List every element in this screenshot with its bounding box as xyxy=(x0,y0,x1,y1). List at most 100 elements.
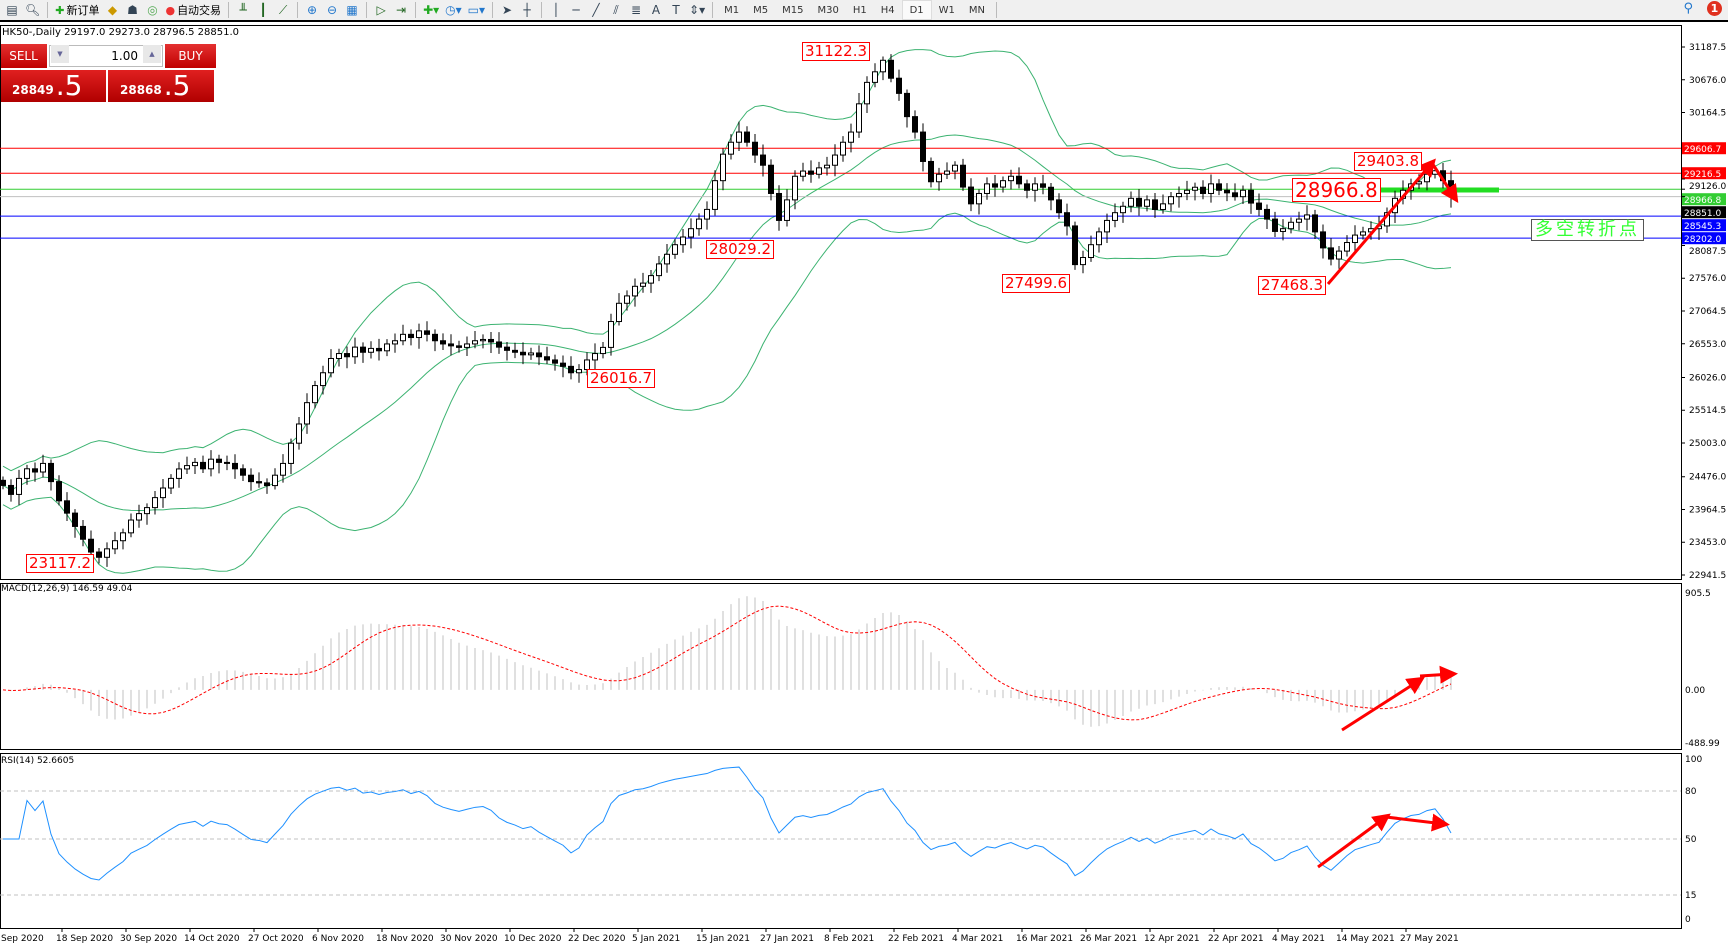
bull-candle xyxy=(576,369,582,374)
auto-scroll-icon[interactable]: ▷ xyxy=(376,3,386,17)
pivot-point-label[interactable]: 多空转折点 xyxy=(1531,219,1644,241)
timeframe-w1[interactable]: W1 xyxy=(938,4,955,16)
equidistant-channel-icon[interactable]: ⫽ xyxy=(613,2,619,17)
timeframe-h1[interactable]: H1 xyxy=(852,4,867,16)
buy-button[interactable]: BUY xyxy=(165,44,216,68)
bull-candle xyxy=(1128,197,1134,207)
price-annotation-large[interactable]: 28966.8 xyxy=(1292,178,1381,202)
timeframe-mn[interactable]: MN xyxy=(968,4,986,16)
bear-candle xyxy=(1312,214,1318,233)
price-annotation[interactable]: 28029.2 xyxy=(706,240,775,259)
date-axis-label: 27 May 2021 xyxy=(1400,934,1459,944)
zoom-chart-icon[interactable]: 🔍︎ xyxy=(25,3,41,17)
bull-candle xyxy=(848,131,854,143)
bull-candle xyxy=(1296,218,1302,223)
price-annotation[interactable]: 27468.3 xyxy=(1258,276,1327,295)
candle-chart-icon[interactable]: ┃ xyxy=(259,3,267,17)
rsi-pane xyxy=(0,753,1682,929)
text-label-icon[interactable]: T xyxy=(672,3,680,17)
bear-candle xyxy=(888,59,894,79)
macd-right-arrow xyxy=(1419,665,1458,684)
bull-candle xyxy=(952,164,958,172)
vertical-line-icon[interactable]: │ xyxy=(552,3,560,17)
timeframe-h4[interactable]: H4 xyxy=(880,4,895,16)
bull-candle xyxy=(320,372,326,387)
bull-candle xyxy=(368,347,374,353)
lot-decrease-button[interactable]: ▼ xyxy=(51,45,69,63)
new-chart-icon[interactable]: ▤ xyxy=(6,3,18,17)
horizontal-line-icon[interactable]: ─ xyxy=(572,3,580,17)
sell-button[interactable]: SELL xyxy=(0,44,47,68)
separator xyxy=(297,2,299,18)
new-order-button[interactable]: ✚ 新订单 xyxy=(52,0,102,20)
price-annotation[interactable]: 23117.2 xyxy=(26,554,95,573)
bull-candle xyxy=(1088,244,1094,259)
price-annotation[interactable]: 27499.6 xyxy=(1002,274,1071,293)
zoom-in-icon[interactable]: ⊕ xyxy=(307,3,318,17)
bear-candle xyxy=(360,346,366,353)
rsi-axis-label: 80 xyxy=(1685,787,1697,797)
cursor-icon[interactable]: ➤ xyxy=(501,3,513,17)
bull-candle xyxy=(160,487,166,499)
fibonacci-icon[interactable]: ≣ xyxy=(630,3,642,17)
notification-badge[interactable]: 1 xyxy=(1707,1,1722,16)
sell-price-button[interactable]: 28849 .5 xyxy=(0,70,106,102)
bull-candle xyxy=(184,465,190,470)
trendline-icon[interactable]: ╱ xyxy=(592,3,600,17)
bull-candle xyxy=(1192,186,1198,191)
price-axis-label: 28087.5 xyxy=(1689,247,1726,257)
bull-candle xyxy=(784,199,790,221)
line-chart-icon[interactable]: ⟋ xyxy=(278,2,288,17)
bull-candle xyxy=(1336,250,1342,260)
bull-candle xyxy=(192,461,198,467)
periods-icon[interactable]: ◷▾ xyxy=(445,3,462,17)
auto-trade-button[interactable]: ● 自动交易 xyxy=(162,0,224,20)
chart-shift-icon[interactable]: ⇥ xyxy=(396,3,407,17)
zoom-out-icon[interactable]: ⊖ xyxy=(327,3,338,17)
bull-candle xyxy=(648,275,654,284)
timeframe-m30[interactable]: M30 xyxy=(817,4,839,16)
bear-candle xyxy=(448,343,454,347)
bull-candle xyxy=(1160,203,1166,210)
rsi-axis-label: 15 xyxy=(1685,891,1696,901)
bull-candle xyxy=(208,458,214,470)
arrows-icon[interactable]: ⇕▾ xyxy=(689,3,706,17)
signals-icon[interactable]: ◎ xyxy=(147,3,158,17)
bull-candle xyxy=(312,385,318,404)
buy-price-button[interactable]: 28868 .5 xyxy=(108,70,214,102)
date-axis-label: 22 Dec 2020 xyxy=(568,934,626,944)
lot-increase-button[interactable]: ▲ xyxy=(143,45,161,63)
bull-candle xyxy=(1032,183,1038,191)
templates-icon[interactable]: ▭▾ xyxy=(467,3,486,17)
indicators-icon[interactable]: ✚▾ xyxy=(423,3,440,17)
bollinger-lower xyxy=(2,212,1452,574)
bar-chart-icon[interactable]: ╨ xyxy=(239,3,247,17)
bear-candle xyxy=(64,500,70,514)
bear-candle xyxy=(344,353,350,358)
tile-windows-icon[interactable]: ▦ xyxy=(346,3,358,17)
search-icon[interactable]: ⚲ xyxy=(1683,1,1693,16)
crosshair-icon[interactable]: ┼ xyxy=(523,3,531,17)
date-axis-label: 22 Feb 2021 xyxy=(888,934,944,944)
macd-up-arrow xyxy=(1341,676,1426,732)
price-annotation[interactable]: 26016.7 xyxy=(587,369,656,388)
bear-candle xyxy=(1064,212,1070,227)
price-annotation[interactable]: 29403.8 xyxy=(1354,152,1423,171)
bull-candle xyxy=(384,343,390,352)
navigator-icon[interactable]: ☗ xyxy=(127,3,138,17)
bull-candle xyxy=(144,507,150,515)
timeframe-d1[interactable]: D1 xyxy=(901,0,932,20)
date-axis-label: 18 Sep 2020 xyxy=(56,934,113,944)
timeframe-m5[interactable]: M5 xyxy=(753,4,769,16)
text-icon[interactable]: A xyxy=(651,3,661,17)
price-annotation[interactable]: 31122.3 xyxy=(802,42,871,61)
price-axis-label: 30164.5 xyxy=(1689,109,1726,119)
price-tag xyxy=(1682,193,1726,206)
metaeditor-icon[interactable]: ◆ xyxy=(107,3,118,17)
timeframe-m1[interactable]: M1 xyxy=(724,4,740,16)
price-axis-label: 27064.5 xyxy=(1689,307,1726,317)
lot-size-input[interactable]: 1.00 xyxy=(49,45,163,67)
bear-candle xyxy=(200,461,206,470)
timeframe-m15[interactable]: M15 xyxy=(782,4,804,16)
